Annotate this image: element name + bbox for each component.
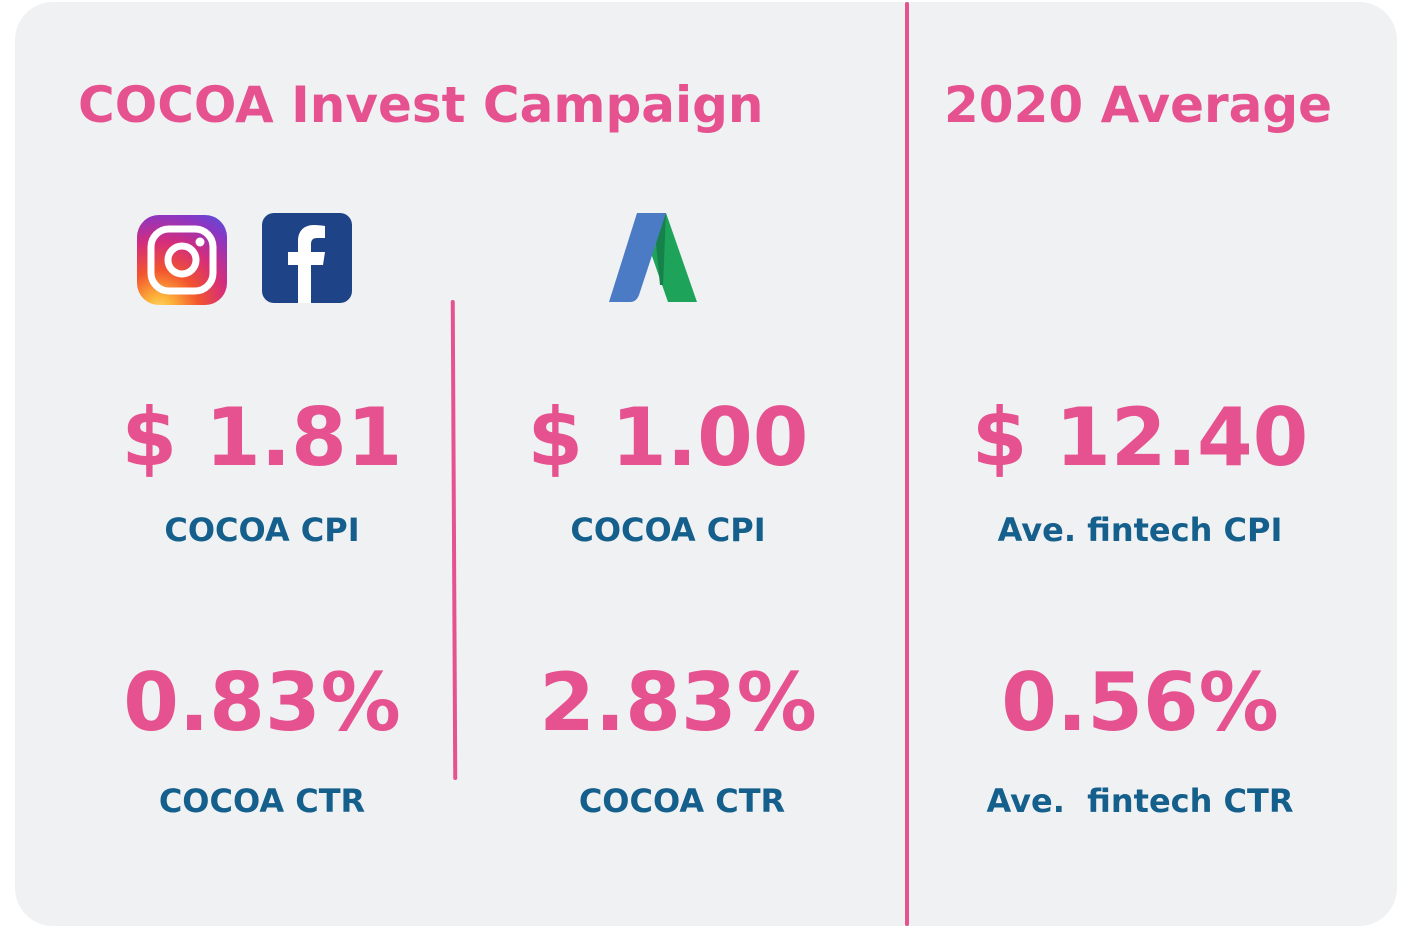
facebook-icon	[262, 213, 352, 303]
social-cpi-value: $ 1.81	[121, 391, 403, 484]
instagram-icon	[137, 215, 227, 305]
average-cpi-value: $ 12.40	[971, 391, 1309, 484]
social-ctr-value: 0.83%	[123, 656, 401, 749]
stats-card	[15, 2, 1397, 926]
average-ctr-value: 0.56%	[1001, 656, 1279, 749]
average-title: 2020 Average	[944, 76, 1333, 134]
average-ctr-label: Ave. fintech CTR	[986, 782, 1294, 820]
google-ctr-label: COCOA CTR	[578, 782, 786, 820]
google-cpi-label: COCOA CPI	[570, 511, 766, 549]
campaign-title: COCOA Invest Campaign	[78, 76, 764, 134]
social-ctr-label: COCOA CTR	[158, 782, 366, 820]
google-cpi-value: $ 1.00	[527, 391, 809, 484]
google-ads-icon	[608, 213, 698, 303]
average-cpi-label: Ave. fintech CPI	[997, 511, 1283, 549]
main-divider	[905, 2, 909, 926]
google-ctr-value: 2.83%	[539, 656, 817, 749]
social-cpi-label: COCOA CPI	[164, 511, 360, 549]
